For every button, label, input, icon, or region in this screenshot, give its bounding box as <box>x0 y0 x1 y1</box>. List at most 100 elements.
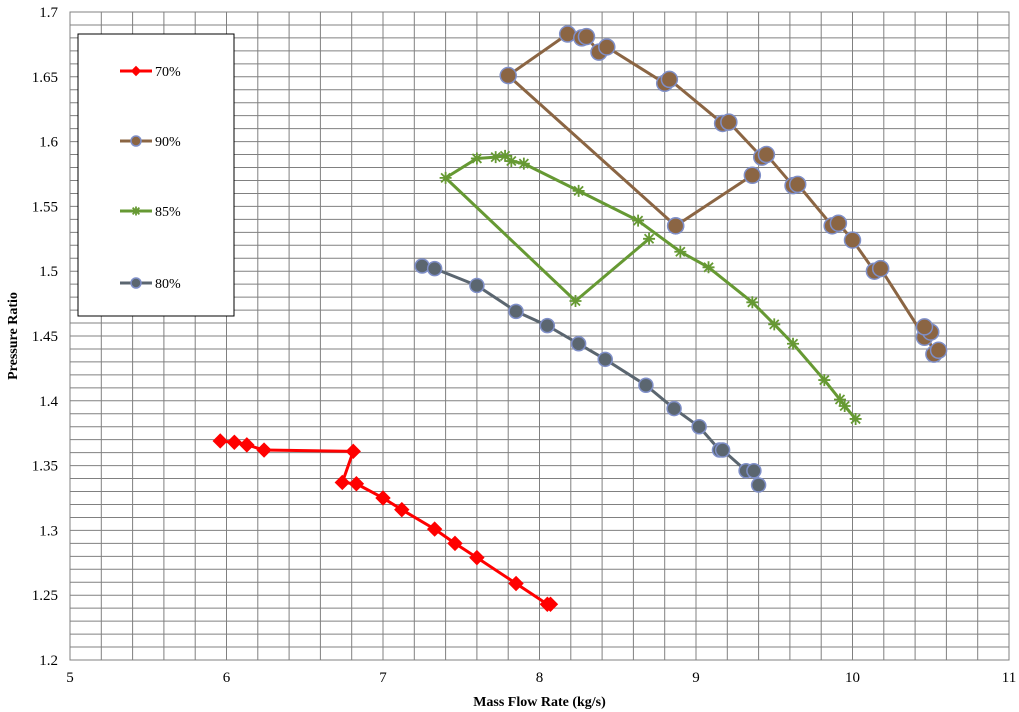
data-point <box>469 549 485 566</box>
legend-swatch-marker <box>130 135 142 147</box>
data-point <box>929 341 948 360</box>
y-tick-label: 1.5 <box>39 264 58 280</box>
data-point <box>394 501 410 518</box>
data-point <box>660 70 679 89</box>
data-point <box>838 399 851 412</box>
legend-label: 80% <box>155 277 181 292</box>
series-70pct <box>212 433 559 612</box>
data-point <box>489 151 502 164</box>
data-point <box>508 575 524 592</box>
data-point <box>426 260 443 277</box>
data-point <box>426 521 443 537</box>
data-point <box>499 66 517 85</box>
x-tick-label: 6 <box>223 670 231 686</box>
data-point <box>720 113 738 131</box>
data-point <box>570 336 587 352</box>
x-tick-label: 7 <box>379 670 387 686</box>
data-point <box>849 412 862 425</box>
x-axis-title: Mass Flow Rate (kg/s) <box>473 695 606 710</box>
y-tick-label: 1.7 <box>39 5 58 21</box>
data-point <box>569 295 582 308</box>
data-point <box>499 149 512 162</box>
series-85pct <box>439 149 862 425</box>
legend-entry: 85% <box>120 205 181 220</box>
y-tick-label: 1.55 <box>32 199 58 215</box>
plot-frame <box>69 11 1010 661</box>
tick-labels: 5 6 7 8 9 10 11 1.2 1.25 1.3 1.35 1.4 1.45 1.5 1.55 1.6… <box>32 5 1016 686</box>
legend-swatch-marker <box>130 65 142 77</box>
legend-entry: 70% <box>120 65 181 80</box>
legend-entry: 80% <box>120 277 181 292</box>
x-tick-label: 11 <box>1002 670 1016 686</box>
data-point <box>597 351 613 368</box>
series-80pct <box>414 258 767 493</box>
data-point <box>787 337 800 350</box>
legend-label: 90% <box>155 135 181 150</box>
y-tick-label: 1.25 <box>32 588 58 604</box>
data-point <box>768 318 781 331</box>
data-point <box>871 259 890 278</box>
y-tick-label: 1.45 <box>32 329 58 345</box>
data-point <box>915 318 934 336</box>
legend-swatch-marker <box>130 277 142 289</box>
x-tick-label: 10 <box>845 670 860 686</box>
legend-box <box>77 33 235 317</box>
data-point <box>632 214 645 227</box>
data-point <box>345 443 361 460</box>
series-layer <box>212 25 948 612</box>
data-point <box>447 535 463 552</box>
legend-swatch-marker <box>131 206 141 216</box>
data-point <box>750 477 767 493</box>
data-point <box>829 214 848 232</box>
data-point <box>572 184 585 197</box>
data-point <box>746 463 762 479</box>
data-point <box>239 437 255 453</box>
data-point <box>539 317 556 334</box>
data-point <box>843 231 862 249</box>
data-point <box>643 232 656 245</box>
data-point <box>788 175 807 194</box>
data-point <box>517 157 530 170</box>
data-point <box>508 303 524 320</box>
data-point <box>757 145 776 164</box>
data-point <box>226 434 243 450</box>
data-point <box>256 442 272 458</box>
data-point <box>702 261 715 274</box>
data-point <box>666 400 682 417</box>
y-tick-label: 1.35 <box>32 459 58 475</box>
data-point <box>598 38 616 56</box>
data-point <box>746 296 759 309</box>
data-point <box>334 474 351 491</box>
x-tick-label: 9 <box>692 670 700 686</box>
data-point <box>542 596 559 612</box>
data-point <box>414 258 430 274</box>
x-tick-label: 8 <box>536 670 544 686</box>
y-tick-label: 1.3 <box>39 523 58 539</box>
legend-entry: 90% <box>120 135 181 150</box>
data-point <box>212 433 228 449</box>
data-point <box>818 374 831 387</box>
legend-label: 70% <box>155 65 181 80</box>
data-point <box>743 166 762 185</box>
data-point <box>348 476 365 492</box>
series-line-segment <box>674 174 754 228</box>
y-axis-title: Pressure Ratio <box>6 292 21 380</box>
data-point <box>666 217 685 235</box>
data-point <box>674 245 687 258</box>
data-point <box>505 155 518 168</box>
plot-border <box>69 11 1010 661</box>
data-point <box>714 442 731 458</box>
y-tick-label: 1.4 <box>39 394 58 410</box>
data-point <box>691 418 707 435</box>
data-point <box>638 377 654 393</box>
data-point <box>469 277 485 294</box>
y-tick-label: 1.2 <box>39 653 58 669</box>
legend: 70% 90% 85% 80% <box>77 33 235 317</box>
x-tick-label: 5 <box>66 670 74 686</box>
data-point <box>439 171 452 184</box>
data-point <box>833 393 846 406</box>
y-tick-label: 1.65 <box>32 70 58 86</box>
series-90pct <box>499 25 948 363</box>
data-point <box>470 152 483 165</box>
